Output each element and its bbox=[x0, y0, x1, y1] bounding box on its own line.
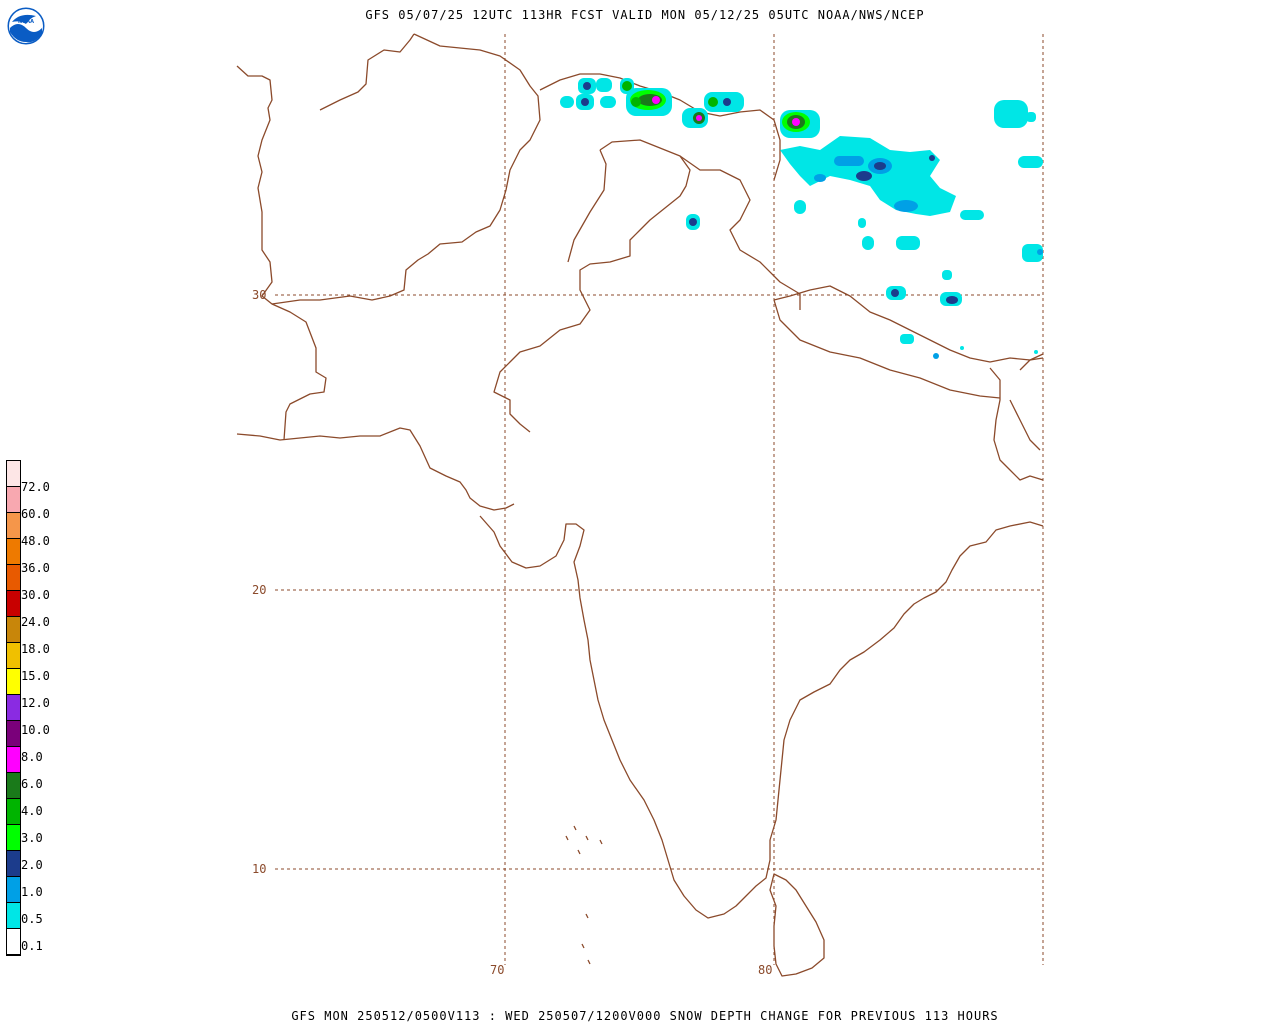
coast-east-india bbox=[769, 521, 1044, 841]
legend-swatch bbox=[7, 721, 20, 747]
legend-swatch bbox=[7, 591, 20, 617]
legend-label: 1.0 bbox=[21, 885, 43, 899]
border-bangladesh-east bbox=[1009, 353, 1044, 451]
legend-swatch bbox=[7, 565, 20, 591]
legend-swatch bbox=[7, 487, 20, 513]
legend-label: 24.0 bbox=[21, 615, 50, 629]
border-pakistan-afghanistan-south bbox=[567, 149, 607, 263]
boundaries bbox=[236, 33, 1044, 977]
contour-cluster-northwest bbox=[560, 78, 744, 230]
legend-swatch bbox=[7, 461, 20, 487]
legend-swatch bbox=[7, 513, 20, 539]
legend-swatch bbox=[7, 539, 20, 565]
lon-label-80: 80 bbox=[758, 963, 772, 977]
legend-label: 15.0 bbox=[21, 669, 50, 683]
legend-label: 60.0 bbox=[21, 507, 50, 521]
legend-label: 30.0 bbox=[21, 588, 50, 602]
legend-swatch bbox=[7, 695, 20, 721]
legend-label: 2.0 bbox=[21, 858, 43, 872]
footer-caption: GFS MON 250512/0500V113 : WED 250507/120… bbox=[291, 1009, 999, 1023]
legend-label: 0.5 bbox=[21, 912, 43, 926]
legend-swatch bbox=[7, 877, 20, 903]
legend-label: 12.0 bbox=[21, 696, 50, 710]
snow-depth-contours bbox=[560, 78, 1043, 359]
legend-label: 48.0 bbox=[21, 534, 50, 548]
legend-swatch bbox=[7, 617, 20, 643]
legend-swatch bbox=[7, 903, 20, 929]
grid-lines bbox=[275, 34, 1044, 965]
legend-swatch bbox=[7, 825, 20, 851]
coast-gujarat bbox=[479, 515, 771, 919]
border-afghanistan-pakistan bbox=[271, 33, 541, 305]
legend-label: 18.0 bbox=[21, 642, 50, 656]
chart-title: GFS 05/07/25 12UTC 113HR FCST VALID MON … bbox=[365, 8, 925, 22]
border-china-india-east bbox=[773, 119, 781, 181]
border-nepal bbox=[773, 285, 1044, 363]
legend-swatch bbox=[7, 669, 20, 695]
legend-label: 6.0 bbox=[21, 777, 43, 791]
border-afghanistan-north bbox=[236, 65, 327, 441]
border-pakistan-india bbox=[493, 139, 691, 433]
border-nepal-south bbox=[773, 299, 1001, 399]
legend-swatch bbox=[7, 851, 20, 877]
legend-label: 0.1 bbox=[21, 939, 43, 953]
contour-cluster-tibet bbox=[780, 100, 1043, 359]
legend-swatch bbox=[7, 643, 20, 669]
legend-label: 36.0 bbox=[21, 561, 50, 575]
legend-label: 4.0 bbox=[21, 804, 43, 818]
noaa-logo-text: NOAA bbox=[18, 19, 34, 25]
legend-swatch bbox=[7, 747, 20, 773]
islands-lakshadweep bbox=[565, 825, 603, 965]
coast-pakistan bbox=[236, 427, 515, 511]
legend-label: 8.0 bbox=[21, 750, 43, 764]
lat-label-20: 20 bbox=[252, 583, 266, 597]
legend-swatch bbox=[7, 799, 20, 825]
legend-color-bar bbox=[6, 460, 21, 956]
lat-label-10: 10 bbox=[252, 862, 266, 876]
border-bangladesh bbox=[989, 367, 1044, 481]
legend-swatch bbox=[7, 929, 20, 955]
legend-label: 10.0 bbox=[21, 723, 50, 737]
legend-label: 72.0 bbox=[21, 480, 50, 494]
noaa-logo: NOAA bbox=[6, 6, 46, 46]
border-kashmir bbox=[679, 155, 801, 310]
coast-sri-lanka bbox=[769, 873, 825, 977]
legend-swatch bbox=[7, 773, 20, 799]
lon-label-70: 70 bbox=[490, 963, 504, 977]
legend-label: 3.0 bbox=[21, 831, 43, 845]
lat-label-30: 30 bbox=[252, 288, 266, 302]
